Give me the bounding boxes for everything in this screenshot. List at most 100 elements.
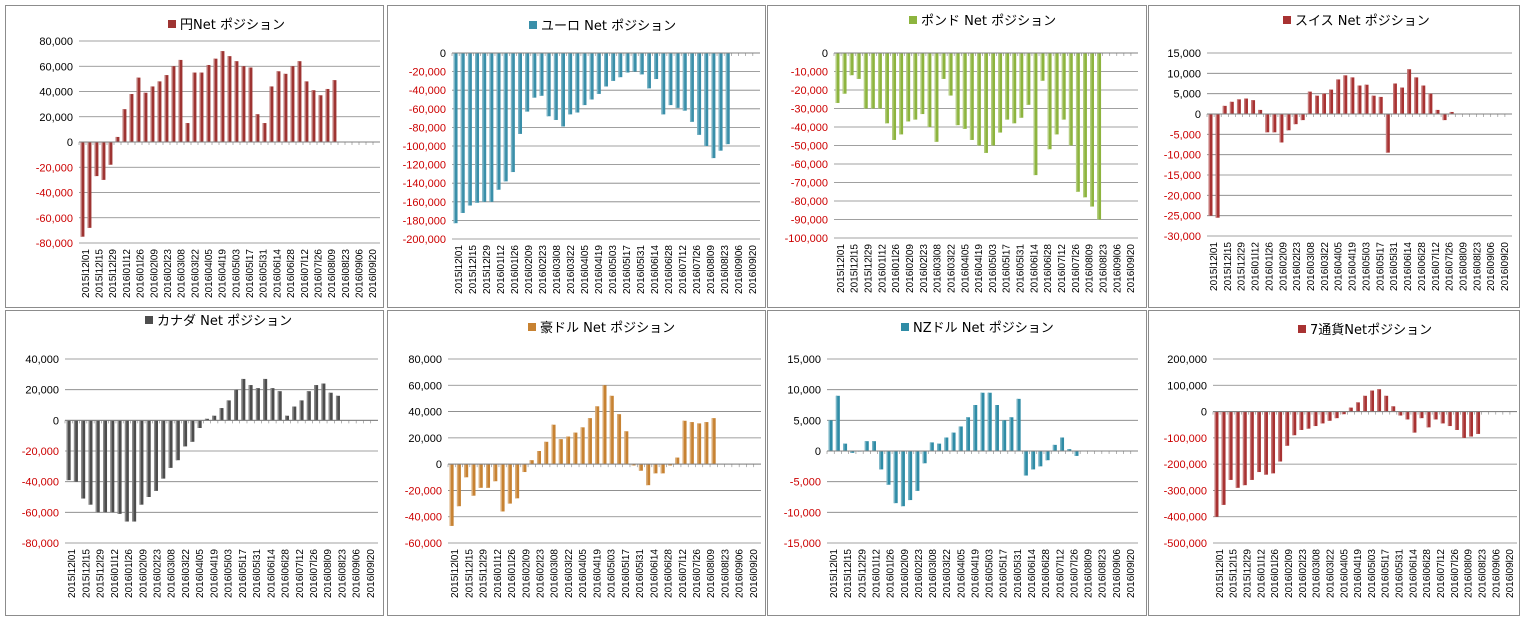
x-tick-label: 2015l12l15 <box>464 549 475 598</box>
bar-highlight <box>973 405 975 451</box>
bar-highlight <box>161 420 163 479</box>
bar-highlight <box>638 464 641 471</box>
bar-highlight <box>856 53 859 79</box>
bar-highlight <box>1355 402 1358 412</box>
bar <box>1398 411 1403 416</box>
x-tick-label: 2016l03l22 <box>1320 242 1331 291</box>
bar-highlight <box>171 66 173 142</box>
bar-highlight <box>1067 449 1069 451</box>
x-tick-label: 2016l06l28 <box>1422 549 1433 598</box>
bar <box>525 53 530 112</box>
bar-highlight <box>596 53 599 94</box>
bar-highlight <box>510 53 513 173</box>
bar-highlight <box>532 53 534 98</box>
x-tick-label: 2016l08l09 <box>1084 549 1095 598</box>
bar-highlight <box>212 415 214 421</box>
bar <box>283 73 288 142</box>
x-tick-label: 2016l02l09 <box>1284 549 1295 598</box>
bar-highlight <box>704 53 706 146</box>
bar-highlight <box>101 142 103 180</box>
x-tick-label: 2016l09l20 <box>368 249 379 298</box>
legend-swatch <box>1283 16 1291 24</box>
y-tick-label: 200,000 <box>1167 354 1207 366</box>
bar <box>886 451 891 485</box>
bar-highlight <box>927 53 929 127</box>
x-tick-label: 2016l07l26 <box>692 245 703 294</box>
bar <box>168 420 173 468</box>
x-tick-label: 2016l05l31 <box>636 245 647 294</box>
bar <box>1074 451 1079 456</box>
bar <box>248 385 253 421</box>
bar <box>885 53 889 124</box>
bar <box>878 53 882 109</box>
bar <box>900 451 905 507</box>
bar <box>1377 389 1382 412</box>
bar <box>292 406 297 421</box>
bar <box>157 81 162 142</box>
bar-highlight <box>1400 87 1402 114</box>
bar <box>1228 411 1233 480</box>
x-tick-label: 2016l06l28 <box>1041 549 1052 598</box>
bar-highlight <box>908 451 910 501</box>
x-tick-label: 2016l09l06 <box>1486 242 1497 291</box>
bar-highlight <box>1286 114 1288 131</box>
x-tick-label: 2016l03l22 <box>566 245 577 294</box>
bar <box>718 53 723 151</box>
y-tick-label: 60,000 <box>408 380 442 392</box>
x-tick-label: 2016l09l06 <box>734 245 745 294</box>
bar <box>1023 451 1028 476</box>
bar-highlight <box>1299 411 1301 430</box>
bar <box>1054 53 1059 135</box>
bar <box>1083 53 1087 198</box>
bar <box>958 426 963 451</box>
bar <box>1208 114 1213 216</box>
bar-highlight <box>1083 53 1085 198</box>
x-tick-label: 2016l04l19 <box>592 549 603 598</box>
bar-highlight <box>255 114 257 142</box>
bar <box>1320 411 1325 424</box>
bar <box>682 420 687 465</box>
pound-net-position-plot: ポンド Net ポジション -100,000 -90,000 -80,000 -70,0… <box>785 14 1138 293</box>
bar <box>660 464 665 474</box>
y-tick-label: 100,000 <box>1167 380 1207 392</box>
y-tick-label: -60,000 <box>405 538 442 550</box>
euro-net-position-chart: ユーロ Net ポジション -200,000 -180,000 -160,000 -14… <box>387 5 766 308</box>
y-tick-label: 0 <box>53 415 59 427</box>
bar-highlight <box>900 451 903 507</box>
bar <box>1242 411 1247 486</box>
bar-highlight <box>647 53 649 89</box>
x-tick-label: 2016l08l09 <box>1085 244 1096 293</box>
bar <box>146 420 151 497</box>
bar <box>668 53 673 106</box>
bar <box>1363 395 1367 412</box>
x-tick-label: 2016l01l12 <box>871 549 882 598</box>
x-tick-label: 2016l02l09 <box>905 244 916 293</box>
bar-highlight <box>937 443 939 451</box>
x-tick-label: 2016l08l09 <box>1458 242 1469 291</box>
bar-highlight <box>915 451 917 491</box>
bar <box>602 385 607 465</box>
bar-highlight <box>675 53 678 108</box>
bar-highlight <box>1265 114 1267 133</box>
bar-highlight <box>199 72 201 142</box>
bar-highlight <box>87 142 89 228</box>
bar <box>1278 411 1283 462</box>
bar <box>849 53 854 76</box>
bar-highlight <box>1371 95 1374 114</box>
bar-highlight <box>1412 411 1414 433</box>
bar-highlight <box>1060 437 1062 451</box>
bar <box>575 53 580 113</box>
bar <box>486 464 491 488</box>
bar-highlight <box>500 464 502 512</box>
bar-highlight <box>689 53 692 122</box>
bar <box>618 53 623 78</box>
bar-highlight <box>639 53 642 75</box>
x-tick-label: 2016l05l03 <box>231 249 242 298</box>
bar-highlight <box>456 464 459 507</box>
bar <box>325 88 330 142</box>
x-tick-label: 2016l07l26 <box>1071 244 1082 293</box>
bar-highlight <box>206 64 208 142</box>
bar-highlight <box>624 431 626 465</box>
bar-highlight <box>611 53 613 81</box>
